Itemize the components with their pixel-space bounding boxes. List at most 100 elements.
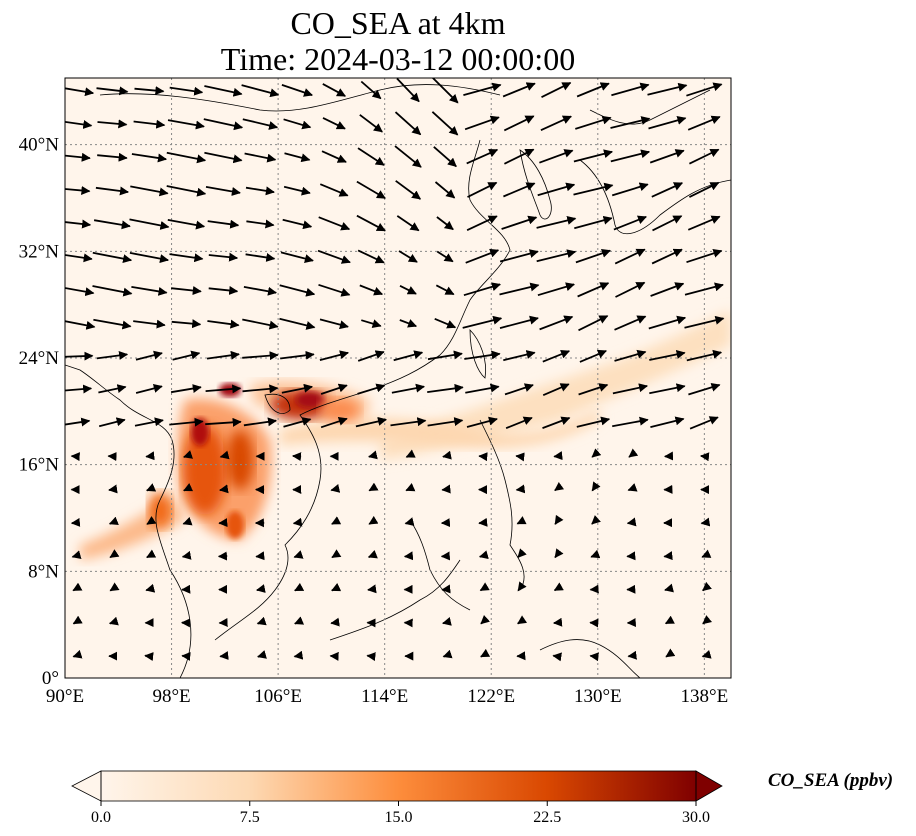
wind-arrow	[652, 215, 683, 232]
wind-arrow	[442, 649, 453, 659]
wind-arrow	[171, 319, 202, 329]
wind-arrow	[541, 81, 572, 99]
x-tick-label: 114°E	[361, 686, 408, 707]
wind-arrow	[65, 219, 92, 229]
wind-arrow	[591, 448, 602, 458]
wind-arrow	[540, 115, 572, 132]
wind-arrow	[394, 111, 422, 136]
wind-arrow	[612, 416, 649, 428]
wind-arrow	[463, 82, 502, 96]
wind-arrow	[133, 119, 166, 129]
y-tick-label: 16°N	[19, 455, 60, 476]
wind-arrow	[206, 350, 240, 360]
wind-arrow	[573, 182, 614, 196]
wind-arrow	[280, 350, 315, 360]
wind-arrow	[170, 384, 202, 394]
wind-arrow	[650, 282, 685, 297]
wind-arrow	[615, 281, 646, 298]
y-axis-ticks: 0° 8°N 16°N 24°N 32°N 40°N	[19, 135, 60, 689]
wind-arrow	[689, 181, 720, 198]
wind-vectors	[65, 78, 725, 662]
wind-arrow	[478, 550, 489, 560]
wind-arrow	[356, 214, 386, 232]
wind-arrow	[664, 615, 675, 625]
wind-arrow	[92, 251, 133, 264]
wind-arrow	[320, 416, 348, 429]
wind-arrow	[367, 584, 377, 594]
wind-arrow	[359, 114, 383, 133]
wind-arrow	[109, 549, 120, 559]
wind-arrow	[689, 148, 720, 165]
wind-arrow	[442, 617, 452, 626]
wind-arrow	[283, 185, 311, 196]
wind-arrow	[433, 146, 457, 168]
wind-arrow	[684, 315, 725, 329]
wind-arrow	[129, 218, 170, 230]
wind-arrow	[208, 285, 239, 295]
wind-arrow	[503, 350, 536, 362]
wind-arrow	[71, 550, 82, 560]
wind-arrow	[208, 252, 239, 262]
wind-arrow	[576, 82, 610, 98]
wind-arrow	[700, 452, 710, 462]
wind-arrow	[542, 416, 571, 429]
wind-arrow	[664, 583, 674, 593]
colorbar-tick-label: 15.0	[385, 809, 413, 826]
wind-arrow	[515, 484, 526, 494]
wind-arrow	[663, 551, 673, 561]
wind-arrow	[281, 383, 313, 394]
wind-arrow	[205, 417, 242, 427]
wind-arrow	[331, 516, 342, 525]
wind-arrow	[108, 516, 119, 526]
wind-arrow	[317, 249, 351, 264]
wind-arrow	[93, 219, 131, 230]
y-tick-label: 40°N	[19, 135, 60, 156]
wind-arrow	[702, 581, 712, 592]
wind-arrow	[465, 248, 500, 264]
x-tick-label: 122°E	[467, 686, 515, 707]
wind-arrow	[318, 283, 351, 297]
x-tick-label: 130°E	[574, 686, 622, 707]
wind-arrow	[536, 216, 577, 229]
wind-arrow	[130, 185, 169, 197]
wind-arrow	[442, 450, 452, 460]
wind-arrow	[331, 549, 342, 559]
wind-arrow	[65, 320, 96, 330]
wind-arrow	[361, 319, 382, 328]
wind-arrow	[396, 215, 420, 232]
wind-arrow	[393, 350, 424, 362]
wind-arrow	[554, 548, 564, 559]
wind-arrow	[689, 416, 719, 430]
wind-arrow	[517, 615, 528, 625]
wind-arrow	[467, 181, 498, 198]
wind-arrow	[204, 85, 243, 97]
wind-arrow	[649, 383, 686, 395]
wind-arrow	[131, 153, 167, 163]
wind-arrow	[169, 86, 204, 96]
wind-arrow	[480, 648, 491, 658]
colorbar-tick-label: 30.0	[682, 809, 710, 826]
wind-arrow	[576, 416, 611, 428]
wind-arrow	[169, 253, 204, 263]
wind-arrow	[466, 215, 498, 232]
wind-arrow	[279, 317, 316, 330]
wind-arrow	[542, 383, 570, 397]
wind-arrow	[686, 349, 723, 362]
wind-arrow	[427, 383, 464, 393]
wind-arrow	[322, 117, 346, 130]
wind-arrow	[436, 216, 454, 231]
wind-arrow	[368, 515, 379, 525]
wind-arrow	[575, 115, 612, 130]
wind-arrow	[687, 215, 721, 231]
colorbar-tick-label: 7.5	[240, 809, 260, 826]
wind-arrow	[434, 181, 456, 199]
wind-arrow	[614, 349, 647, 362]
wind-arrow	[283, 118, 312, 130]
wind-arrow	[330, 617, 340, 627]
wind-arrow	[146, 515, 157, 525]
map-time-subtitle: Time: 2024-03-12 00:00:00	[220, 41, 576, 77]
wind-arrow	[611, 182, 649, 197]
wind-arrow	[579, 349, 607, 363]
wind-arrow	[505, 416, 533, 430]
wind-arrow	[628, 448, 639, 458]
